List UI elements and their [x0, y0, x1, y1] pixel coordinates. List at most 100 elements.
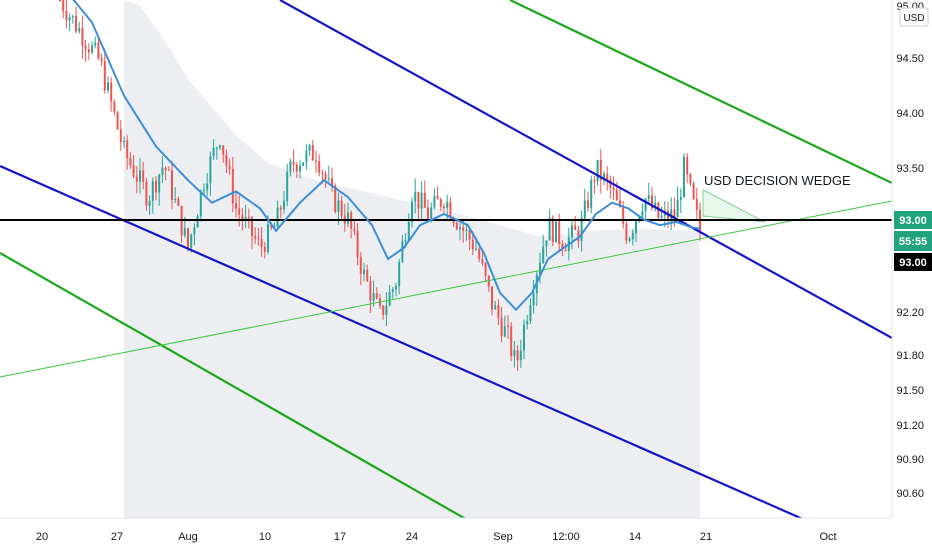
candle-body [375, 293, 378, 299]
candle-body [647, 195, 650, 200]
candle-body [116, 112, 119, 130]
candle-body [81, 28, 84, 46]
candle-body [689, 174, 692, 184]
candle-body [161, 167, 164, 175]
candle-body [119, 129, 122, 143]
candle-body [574, 225, 577, 231]
candle-body [334, 186, 337, 212]
candle-body [401, 241, 404, 262]
time-axis[interactable] [0, 518, 932, 550]
candle-body [683, 156, 685, 197]
candle-body [209, 156, 212, 184]
candle-body [340, 200, 343, 217]
level-badge [894, 211, 932, 229]
candle-body [270, 224, 273, 228]
candle-body [263, 246, 266, 253]
candle-body [62, 0, 65, 12]
candle-body [622, 206, 625, 224]
candle-body [276, 207, 279, 227]
candle-body [430, 207, 433, 219]
time-tick-label: Oct [819, 531, 836, 543]
candle-body [542, 246, 545, 263]
rising-trendline [0, 200, 893, 378]
candle-body [289, 161, 292, 172]
candle-body [203, 189, 205, 191]
candle-body [286, 171, 289, 201]
time-tick-label: 14 [629, 531, 641, 543]
time-tick-label: 17 [334, 531, 346, 543]
candle-body [241, 214, 244, 221]
candle-body [583, 200, 586, 219]
candle-body [475, 248, 477, 250]
candle-body [215, 147, 218, 149]
candle-body [391, 289, 394, 293]
candle-body [382, 305, 385, 315]
wedge-annotation: USD DECISION WEDGE [704, 173, 851, 188]
candle-body [507, 326, 509, 328]
candle-body [279, 207, 282, 210]
candle-body [673, 209, 676, 218]
currency-label: USD [903, 13, 924, 24]
candle-body [321, 172, 324, 174]
candle-body [187, 228, 189, 248]
candle-body [407, 221, 410, 240]
candle-body [414, 191, 417, 202]
candle-body [87, 49, 90, 53]
candle-body [411, 201, 413, 222]
candle-body [267, 224, 269, 253]
candle-body [558, 221, 561, 244]
candle-body [599, 160, 602, 181]
candle-body [471, 239, 474, 250]
time-tick-label: 27 [111, 531, 123, 543]
candle-body [481, 259, 484, 264]
time-tick-label: 24 [406, 531, 418, 543]
candle-body [651, 195, 653, 209]
candle-body [305, 150, 308, 163]
candle-body [459, 227, 461, 230]
candle-body [68, 17, 71, 21]
candle-body [228, 165, 231, 169]
candle-body [545, 240, 548, 247]
time-axis-ticks: 20 27 Aug 10 17 24 Sep 12:00 14 21 Oct [36, 531, 837, 543]
candle-body [619, 200, 621, 207]
candle-body [519, 350, 522, 361]
lower-green-channel-line [0, 252, 521, 550]
candle-body [676, 199, 679, 218]
candle-body [548, 217, 551, 241]
candle-body [356, 230, 359, 258]
candle-body [417, 191, 420, 209]
candle-body [315, 160, 317, 162]
candle-body [225, 154, 228, 166]
candle-body [462, 227, 465, 231]
candle-body [404, 239, 407, 242]
candle-body [427, 207, 429, 219]
candle-body [539, 262, 541, 275]
candle-body [465, 229, 468, 231]
candle-body [94, 42, 97, 46]
time-tick-label: 21 [700, 531, 712, 543]
candle-body [526, 320, 529, 325]
candle-body [686, 156, 689, 175]
candle-body [449, 201, 452, 219]
candle-body [167, 169, 170, 171]
candle-body [510, 326, 513, 356]
candle-body [494, 305, 497, 310]
candle-body [206, 183, 209, 190]
candle-body [385, 305, 388, 315]
candle-body [244, 216, 247, 221]
currency-selector[interactable] [899, 7, 929, 27]
candle-body [302, 162, 305, 166]
candle-body [155, 181, 157, 193]
candle-body [551, 217, 554, 243]
candle-body [164, 167, 167, 170]
candle-body [113, 101, 116, 113]
candle-body [423, 192, 426, 208]
candle-body [158, 174, 161, 193]
candle-body [190, 234, 193, 248]
candle-body [337, 200, 340, 212]
candle-body [500, 317, 503, 337]
candle-body [455, 222, 458, 230]
candle-body [251, 217, 253, 237]
candle-body [561, 243, 564, 250]
